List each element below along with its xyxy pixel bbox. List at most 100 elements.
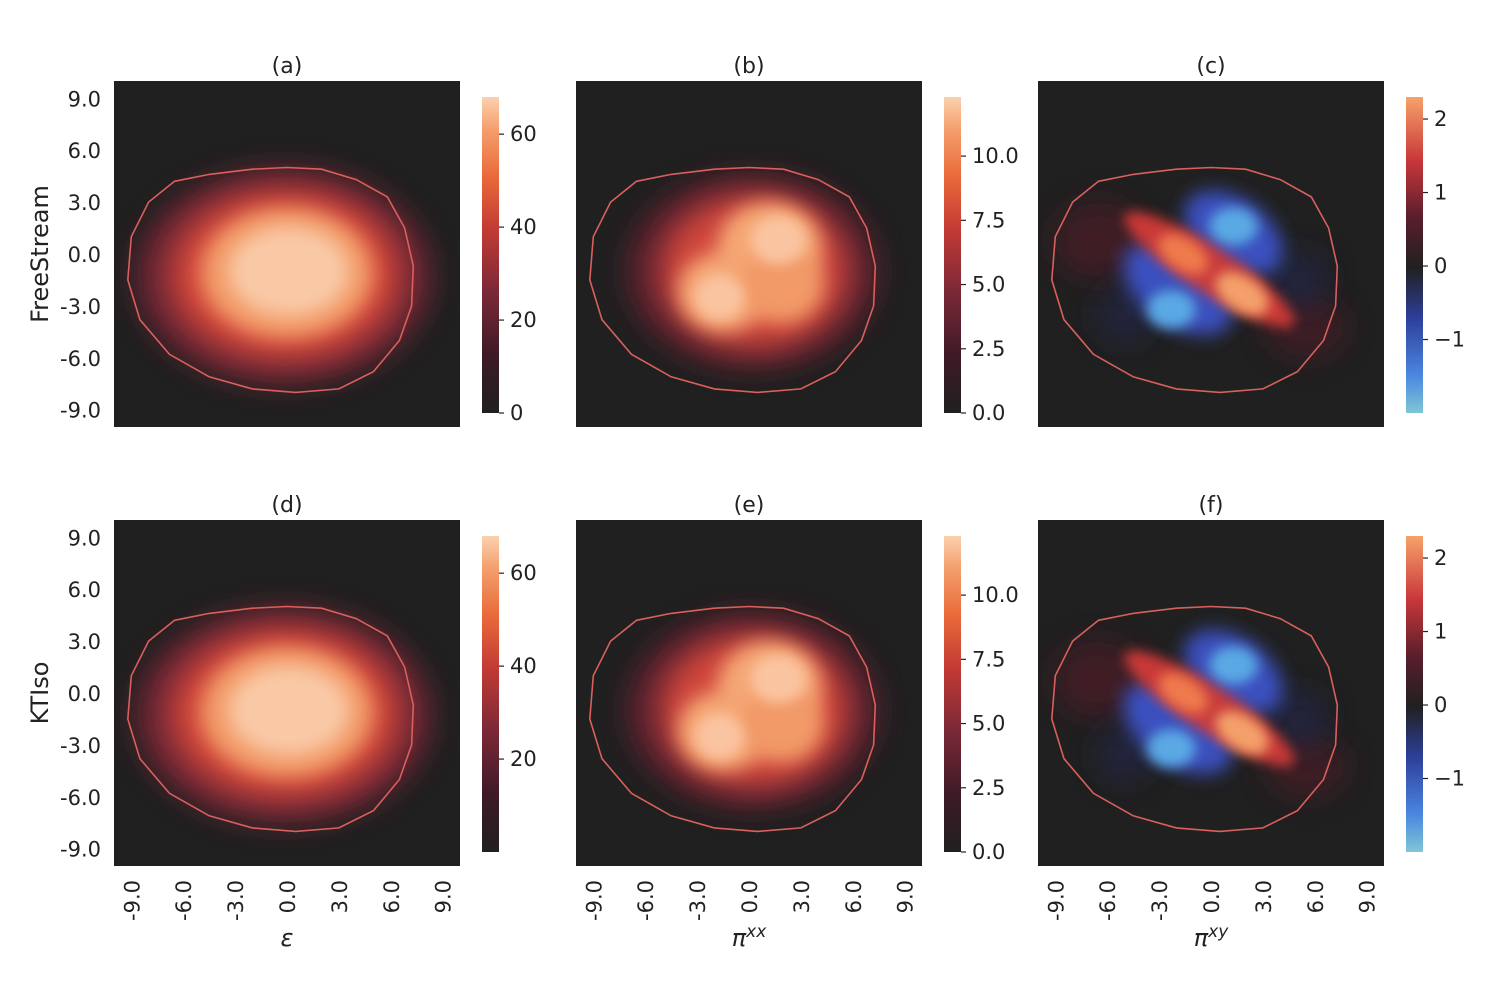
contour-line — [126, 166, 415, 394]
x-tick-label: -3.0 — [686, 880, 710, 921]
panel-d: (d) -9.0 -6.0 -3.0 0.0 3.0 6.0 9.0 -9.0 -6.0 -3.0 0… — [60, 493, 537, 921]
panel-title: (a) — [272, 54, 303, 79]
contour-line — [588, 605, 877, 833]
row-label: FreeStream — [26, 185, 54, 323]
heatmap-field — [136, 169, 431, 384]
y-tick-label: -6.0 — [60, 786, 101, 810]
y-tick-label: 9.0 — [68, 87, 101, 111]
y-tick-label: 3.0 — [68, 191, 101, 215]
x-axis-label: πxy — [1194, 922, 1230, 952]
x-axis-label-superscript: xx — [745, 922, 767, 942]
peak-upper — [750, 654, 807, 704]
row-label: KTIso — [26, 662, 54, 725]
colorbar-tick-label: 40 — [510, 215, 537, 239]
heat-core — [228, 665, 350, 756]
colorbar-tick-label: 60 — [510, 122, 537, 146]
x-tick-label: 0.0 — [1200, 880, 1224, 913]
x-tick-label: 9.0 — [1356, 880, 1380, 913]
colorbar-tick-label: 0 — [1434, 693, 1447, 717]
panels-group: (a)-9.0-6.0-3.00.03.06.09.00204060(b)0.0… — [60, 54, 1465, 921]
y-tick-label: -9.0 — [60, 838, 101, 862]
row-labels: FreeStream KTIso — [26, 185, 54, 724]
colorbar — [482, 536, 499, 852]
colorbar-tick-label: 2.5 — [972, 337, 1005, 361]
y-tick-label: -3.0 — [60, 295, 101, 319]
blue-peak — [1146, 729, 1196, 768]
y-tick-label: -6.0 — [60, 347, 101, 371]
faint-red — [1053, 641, 1144, 718]
colorbar — [1406, 97, 1423, 413]
x-tick-label: 9.0 — [432, 880, 456, 913]
colorbar-tick-label: 2 — [1434, 107, 1447, 131]
colorbar-tick-label: 0.0 — [972, 401, 1005, 425]
lobe-right — [740, 247, 824, 324]
colorbar-tick-label: 7.5 — [972, 647, 1005, 671]
contour-line — [1050, 166, 1339, 394]
peak-upper — [750, 215, 807, 265]
colorbar-tick-label: 1 — [1434, 620, 1447, 644]
colorbar-tick-label: 2 — [1434, 546, 1447, 570]
y-tick-label: 6.0 — [68, 578, 101, 602]
contour-line — [588, 166, 877, 394]
heatmap-field — [627, 174, 878, 369]
orange-peak — [1215, 272, 1269, 316]
x-tick-label: 9.0 — [894, 880, 918, 913]
colorbar-tick-label: 20 — [510, 747, 537, 771]
y-tick-label: 0.0 — [68, 243, 101, 267]
x-axis-label-superscript: xy — [1207, 922, 1229, 942]
blue-peak — [1209, 207, 1258, 246]
heatmap-field — [1053, 629, 1346, 797]
colorbar-tick-label: 5.0 — [972, 273, 1005, 297]
colorbar-tick-label: 20 — [510, 308, 537, 332]
x-axis-label: πxx — [732, 922, 768, 952]
colorbar-tick-label: 10.0 — [972, 583, 1019, 607]
colorbar — [944, 97, 961, 413]
x-tick-label: 3.0 — [1252, 880, 1276, 913]
orange-peak — [1158, 673, 1209, 713]
blue-peak — [1209, 646, 1258, 685]
heatmap-field — [627, 613, 878, 808]
panel-b: (b) 0.0 2.5 5.0 7.5 10.0 — [576, 54, 1019, 427]
panel-title: (d) — [271, 493, 302, 518]
panel-title: (f) — [1199, 493, 1224, 518]
y-tick-label: 3.0 — [68, 630, 101, 654]
x-tick-label: -6.0 — [172, 880, 196, 921]
column-x-labels: ε πxx πxy — [281, 922, 1230, 952]
colorbar-tick-label: 0.0 — [972, 840, 1005, 864]
heatmap-field — [1053, 190, 1346, 358]
heatmap-field — [136, 608, 431, 823]
colorbar — [482, 97, 499, 413]
colorbar-tick-label: 0 — [1434, 254, 1447, 278]
x-tick-label: -9.0 — [1044, 880, 1068, 921]
colorbar — [944, 536, 961, 852]
colorbar-tick-label: 0 — [510, 401, 523, 425]
panel-f: (f) -9.0 -6.0 -3.0 0.0 3.0 6.0 9.0 −1 0 1 2 — [1038, 493, 1465, 921]
x-tick-label: 0.0 — [276, 880, 300, 913]
x-tick-label: -6.0 — [634, 880, 658, 921]
x-tick-label: -6.0 — [1096, 880, 1120, 921]
x-tick-label: -3.0 — [1148, 880, 1172, 921]
colorbar-tick-label: 40 — [510, 654, 537, 678]
orange-peak — [1158, 234, 1209, 274]
x-axis-label: ε — [281, 924, 294, 952]
colorbar-tick-label: 10.0 — [972, 144, 1019, 168]
colorbar-tick-label: 7.5 — [972, 208, 1005, 232]
x-tick-label: 6.0 — [1304, 880, 1328, 913]
colorbar-tick-label: −1 — [1434, 328, 1465, 352]
x-tick-label: 3.0 — [790, 880, 814, 913]
x-tick-label: 6.0 — [380, 880, 404, 913]
heat-core — [228, 226, 350, 317]
x-tick-label: -9.0 — [120, 880, 144, 921]
panel-e: (e) -9.0 -6.0 -3.0 0.0 3.0 6.0 9.0 0.0 2.5 5.0 7.5 1… — [576, 493, 1019, 921]
y-tick-label: 9.0 — [68, 526, 101, 550]
x-tick-label: 0.0 — [738, 880, 762, 913]
x-tick-label: -9.0 — [582, 880, 606, 921]
x-tick-label: -3.0 — [224, 880, 248, 921]
colorbar-tick-label: 5.0 — [972, 712, 1005, 736]
colorbar-tick-label: −1 — [1434, 767, 1465, 791]
panel-title: (c) — [1196, 54, 1225, 79]
x-tick-label: 6.0 — [842, 880, 866, 913]
y-tick-label: -3.0 — [60, 734, 101, 758]
colorbar-tick-label: 60 — [510, 561, 537, 585]
panel-c: (c) −1 0 1 2 — [1038, 54, 1465, 427]
